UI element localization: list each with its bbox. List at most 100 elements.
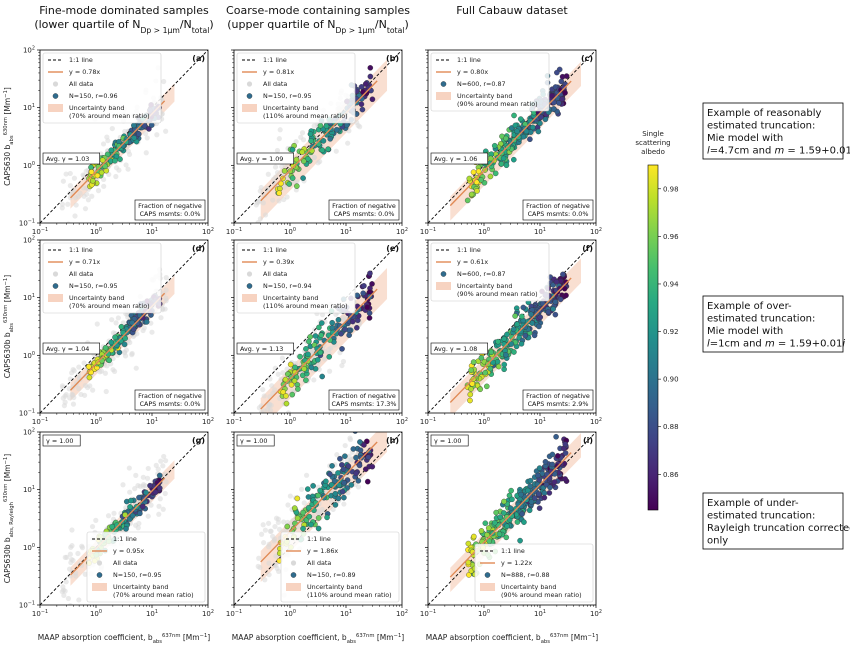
all-data-point (155, 466, 161, 472)
x-tick-label: 101 (534, 609, 546, 618)
scatter-panel: 10−110−1 100 100 101 101 102 102 (g) 1:1 line y =… (19, 428, 214, 619)
all-data-point (69, 543, 75, 549)
all-data-point (67, 170, 73, 177)
all-data-point (271, 180, 277, 186)
y-tick-label: 10−1 (19, 409, 35, 418)
all-data-point (144, 475, 151, 481)
panel-label: (d) (192, 244, 205, 253)
y-axis-label: CAPS630 babs630nm [Mm−1] (3, 87, 15, 186)
data-point (487, 173, 494, 180)
x-tick-label: 10−1 (226, 227, 242, 236)
gamma-label: Avg. γ = 1.08 (434, 345, 477, 353)
all-data-point (162, 490, 168, 497)
all-data-point (75, 550, 81, 557)
data-point (519, 511, 525, 517)
all-data-point (129, 352, 135, 358)
data-point (548, 468, 555, 475)
legend-label: Uncertainty band (307, 583, 362, 591)
legend-label: N=888, r=0.88 (501, 571, 550, 579)
colorbar-tick-label: 0.92 (663, 328, 679, 336)
data-point (301, 366, 307, 372)
annotation-line: Example of reasonably (707, 108, 821, 119)
all-data-point (258, 409, 265, 413)
all-data-point (273, 553, 279, 559)
gamma-box (236, 434, 275, 447)
legend-label: Uncertainty band (113, 583, 168, 591)
all-data-point (65, 201, 71, 207)
data-point (514, 321, 520, 327)
data-point (122, 512, 128, 518)
legend: 1:1 line y = 1.86x All data N=150, r=0.89 Un… (280, 531, 400, 603)
negative-fraction-box (134, 389, 206, 411)
legend-grey-swatch (246, 271, 253, 277)
x-tick-label: 10−1 (32, 227, 48, 236)
all-data-point (132, 522, 139, 528)
all-data-point (123, 162, 129, 168)
legend-label: 1:1 line (457, 246, 481, 254)
all-data-point (315, 160, 321, 166)
data-point (300, 509, 306, 516)
all-data-point (61, 592, 67, 599)
data-point (535, 472, 541, 479)
y-tick-label: 101 (23, 485, 35, 494)
column-subtitle: (upper quartile of NDp > 1μm/Ntotal) (227, 18, 408, 35)
all-data-point (274, 147, 281, 154)
data-point (315, 525, 322, 532)
data-point (521, 519, 527, 525)
all-data-point (142, 131, 149, 137)
annotation-line: Mie model with (707, 133, 783, 144)
data-point (495, 338, 501, 345)
all-data-point (163, 275, 169, 281)
legend-dot-swatch (440, 271, 447, 277)
data-point (365, 454, 372, 460)
legend-label: All data (69, 270, 93, 278)
all-data-point (76, 364, 82, 370)
legend-label: 1:1 line (457, 56, 481, 64)
panel-label: (i) (583, 436, 593, 445)
legend-label: Uncertainty band (263, 294, 318, 302)
x-tick-label: 101 (340, 609, 352, 618)
annotation-line: Rayleigh truncation corrected (707, 523, 850, 534)
all-data-point (269, 383, 275, 389)
legend-grey-swatch (246, 81, 253, 87)
all-data-point (62, 393, 68, 399)
data-point (357, 447, 364, 453)
all-data-point (158, 315, 164, 321)
data-point (280, 381, 287, 388)
data-point (369, 96, 376, 103)
legend-label: y = 1.86x (307, 547, 338, 555)
legend-dot-swatch (246, 283, 253, 289)
data-point (501, 336, 507, 342)
gamma-label: γ = 1.00 (434, 437, 461, 445)
fit-line (449, 277, 572, 403)
data-point (503, 135, 509, 142)
x-tick-label: 102 (396, 417, 408, 426)
gamma-box (430, 342, 489, 355)
legend-label: All data (307, 559, 331, 567)
legend-dot-swatch (96, 572, 103, 578)
data-point (552, 311, 559, 318)
data-point (559, 96, 565, 102)
all-data-point (109, 317, 115, 323)
all-data-point (82, 571, 88, 577)
data-point (549, 451, 556, 458)
y-tick-label: 100 (23, 161, 35, 170)
all-data-point (334, 452, 340, 458)
data-point (467, 397, 473, 404)
all-data-point (266, 229, 271, 234)
data-point (294, 183, 300, 189)
legend-label: 1:1 line (263, 246, 287, 254)
scatter-panel: 10−110−1 100 100 101 101 102 102 (d) 1:1 line y =… (19, 236, 214, 427)
x-tick-label: 100 (478, 609, 490, 618)
all-data-point (265, 544, 272, 550)
legend-label: 1:1 line (263, 56, 287, 64)
all-data-point (111, 510, 117, 516)
colorbar-tick-label: 0.94 (663, 280, 679, 288)
data-point (547, 484, 553, 491)
data-point (139, 503, 146, 510)
data-point (287, 361, 294, 368)
data-point (286, 181, 293, 187)
legend-label: (110% around mean ratio) (263, 302, 348, 310)
data-point (520, 133, 527, 140)
all-data-point (275, 519, 281, 526)
